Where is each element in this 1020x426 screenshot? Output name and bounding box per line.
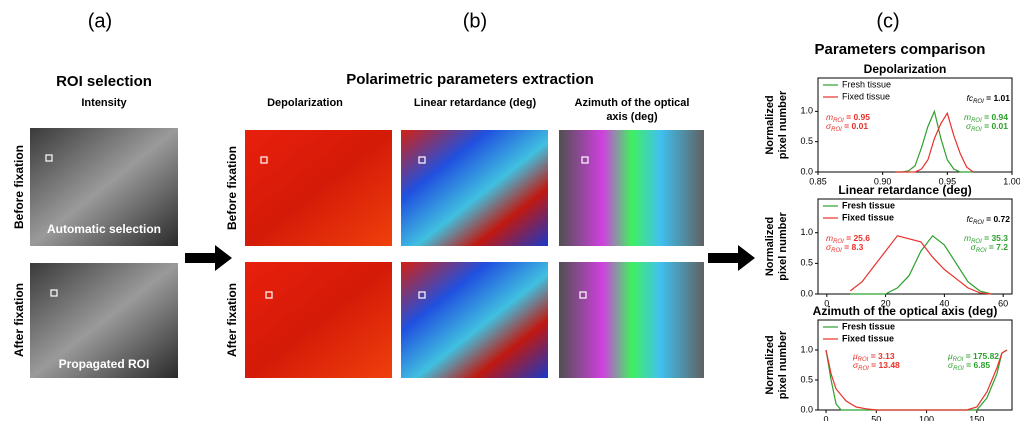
legend-label: Fresh tissue xyxy=(842,321,895,331)
annotation-value: = 0.01 xyxy=(982,121,1009,131)
annotation-value: = 0.72 xyxy=(984,214,1011,224)
annotation-subscript: ROI xyxy=(831,127,842,133)
image xyxy=(559,262,704,378)
annotation-subscript: ROI xyxy=(976,248,987,254)
image xyxy=(245,262,392,378)
arrow xyxy=(708,245,755,271)
y-tick-label: 0.5 xyxy=(800,258,813,268)
x-tick-label: 0 xyxy=(824,414,829,421)
image xyxy=(401,130,548,246)
figure: (a) (b) (c) ROI selection Intensity Pola… xyxy=(0,0,1020,421)
legend-label: Fresh tissue xyxy=(842,200,895,210)
column-label: Linear retardance (deg) xyxy=(414,97,537,109)
y-axis-label: pixel number xyxy=(777,90,789,159)
annotation-subscript: ROI xyxy=(971,127,982,133)
y-axis-label: pixel number xyxy=(777,212,789,281)
image-overlay: Propagated ROI xyxy=(59,357,150,371)
image xyxy=(245,130,392,246)
images: Automatic selection Propagated ROI xyxy=(30,128,704,378)
y-axis-label: Normalized xyxy=(764,335,776,394)
panel-subtitle: Intensity xyxy=(81,97,127,109)
y-tick-label: 1.0 xyxy=(800,344,813,354)
x-tick-label: 1.00 xyxy=(1003,176,1020,186)
annotation-value: = 1.01 xyxy=(984,93,1011,103)
column-label: axis (deg) xyxy=(606,111,658,123)
y-tick-label: 0.0 xyxy=(800,288,813,298)
column-label: Azimuth of the optical xyxy=(575,97,690,109)
panel-label: (b) xyxy=(463,10,487,32)
legend-label: Fixed tissue xyxy=(842,91,890,101)
y-tick-label: 0.0 xyxy=(800,166,813,176)
x-tick-label: 60 xyxy=(998,298,1008,308)
annotation-value: = 13.48 xyxy=(869,360,900,370)
image xyxy=(559,130,704,246)
annotation-subscript: ROI xyxy=(858,366,869,372)
chart-title: Linear retardance (deg) xyxy=(838,183,971,197)
panel-title: Parameters comparison xyxy=(815,41,986,58)
annotation-subscript: ROI xyxy=(831,248,842,254)
arrow xyxy=(185,245,232,271)
panel-label: (c) xyxy=(876,10,899,32)
chart-title: Depolarization xyxy=(864,62,947,76)
panel-label: (a) xyxy=(88,10,112,32)
annotation-value: = 7.2 xyxy=(986,242,1008,252)
row-label: After fixation xyxy=(12,283,26,357)
y-tick-label: 1.0 xyxy=(800,106,813,116)
series-line xyxy=(896,111,974,172)
annotation-subscript: ROI xyxy=(973,99,984,105)
column-label: Depolarization xyxy=(267,97,343,109)
y-tick-label: 0.5 xyxy=(800,136,813,146)
legend-label: Fixed tissue xyxy=(842,333,894,343)
annotation-subscript: ROI xyxy=(858,357,869,363)
annotation-subscript: ROI xyxy=(953,357,964,363)
x-tick-label: 100 xyxy=(919,414,934,421)
y-tick-label: 0.0 xyxy=(800,404,813,414)
panel-title: Polarimetric parameters extraction xyxy=(346,71,594,88)
annotation-subscript: ROI xyxy=(971,118,982,124)
annotation-value: = 6.85 xyxy=(964,360,991,370)
y-axis-label: Normalized xyxy=(764,217,776,276)
y-tick-label: 1.0 xyxy=(800,227,813,237)
annotation-subscript: ROI xyxy=(973,220,984,226)
x-tick-label: 0.85 xyxy=(809,176,827,186)
annotation-value: = 0.01 xyxy=(842,121,869,131)
panel-title: ROI selection xyxy=(56,73,152,90)
series-line xyxy=(896,113,974,172)
row-label: Before fixation xyxy=(225,146,239,230)
y-tick-label: 0.5 xyxy=(800,374,813,384)
y-axis-label: Normalized xyxy=(764,95,776,154)
legend-label: Fixed tissue xyxy=(842,212,894,222)
annotation-value: = 8.3 xyxy=(842,242,864,252)
annotation: σROI = 8.3 xyxy=(826,242,864,253)
y-axis-label: pixel number xyxy=(777,330,789,399)
annotation-subscript: ROI xyxy=(953,366,964,372)
x-tick-label: 50 xyxy=(871,414,881,421)
annotation: fcROI = 0.72 xyxy=(966,214,1010,225)
row-label: After fixation xyxy=(225,283,239,357)
chart-title: Azimuth of the optical axis (deg) xyxy=(813,304,998,318)
row-label: Before fixation xyxy=(12,145,26,229)
image-overlay: Automatic selection xyxy=(47,222,161,236)
x-tick-label: 150 xyxy=(969,414,984,421)
legend-label: Fresh tissue xyxy=(842,79,891,89)
image xyxy=(401,262,548,378)
annotation: fcROI = 1.01 xyxy=(966,93,1010,104)
